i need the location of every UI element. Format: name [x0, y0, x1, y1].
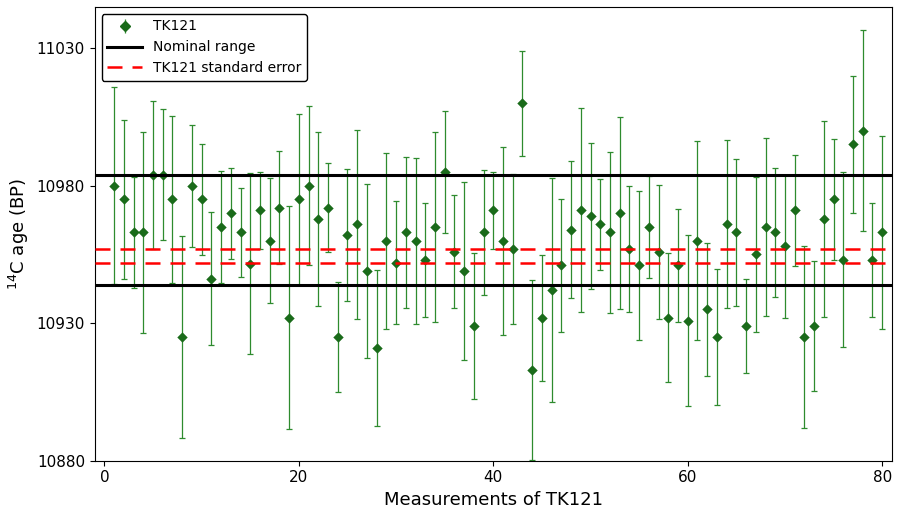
Point [613, 209, 627, 217]
Point [379, 237, 393, 245]
Point [506, 245, 520, 253]
Point [875, 229, 889, 237]
Point [418, 256, 433, 264]
Point [525, 366, 539, 374]
Point [690, 237, 705, 245]
Point [253, 206, 267, 215]
Point [797, 333, 812, 341]
Point [778, 242, 792, 250]
Point [768, 229, 782, 237]
Point [437, 168, 452, 176]
Point [184, 182, 199, 190]
Point [263, 237, 277, 245]
Point [642, 223, 656, 231]
Point [428, 223, 442, 231]
Point [330, 333, 345, 341]
Legend: TK121, Nominal range, TK121 standard error: TK121, Nominal range, TK121 standard err… [102, 14, 307, 81]
Point [204, 275, 219, 283]
Point [282, 314, 296, 322]
Point [749, 250, 763, 259]
Point [583, 212, 598, 220]
Point [175, 333, 189, 341]
Point [476, 229, 491, 237]
Point [593, 220, 608, 229]
Point [836, 256, 850, 264]
Point [233, 229, 248, 237]
Point [214, 223, 229, 231]
Point [166, 196, 180, 204]
Point [622, 245, 636, 253]
Point [496, 237, 510, 245]
Point [670, 262, 685, 270]
Point [117, 196, 131, 204]
Point [302, 182, 316, 190]
Point [369, 344, 383, 352]
Point [719, 220, 733, 229]
Point [156, 171, 170, 179]
Point [311, 215, 326, 223]
Point [243, 260, 257, 268]
Point [564, 225, 579, 234]
Point [826, 196, 841, 204]
Point [846, 140, 860, 149]
Point [399, 229, 413, 237]
Point [107, 182, 122, 190]
Point [194, 196, 209, 204]
Point [700, 305, 715, 314]
Point [409, 237, 423, 245]
Point [292, 196, 306, 204]
Point [554, 262, 569, 270]
Point [320, 204, 335, 212]
Point [467, 322, 482, 330]
Point [136, 229, 150, 237]
Point [662, 314, 676, 322]
Point [680, 316, 695, 325]
X-axis label: Measurements of TK121: Measurements of TK121 [383, 491, 603, 509]
Point [447, 248, 462, 256]
Point [816, 215, 831, 223]
Point [126, 229, 140, 237]
Point [457, 267, 472, 275]
Point [544, 286, 559, 294]
Point [535, 314, 549, 322]
Point [389, 259, 403, 267]
Point [486, 206, 500, 215]
Point [739, 322, 753, 330]
Point [223, 209, 238, 217]
Y-axis label: $^{14}$C age (BP): $^{14}$C age (BP) [7, 178, 31, 290]
Point [729, 229, 743, 237]
Point [272, 204, 286, 212]
Point [710, 333, 724, 341]
Point [516, 99, 530, 107]
Point [603, 229, 617, 237]
Point [856, 126, 870, 135]
Point [865, 256, 879, 264]
Point [632, 262, 646, 270]
Point [350, 220, 365, 229]
Point [340, 231, 355, 239]
Point [146, 171, 160, 179]
Point [652, 248, 666, 256]
Point [360, 267, 374, 275]
Point [807, 322, 822, 330]
Point [573, 206, 588, 215]
Point [759, 223, 773, 231]
Point [788, 206, 802, 215]
